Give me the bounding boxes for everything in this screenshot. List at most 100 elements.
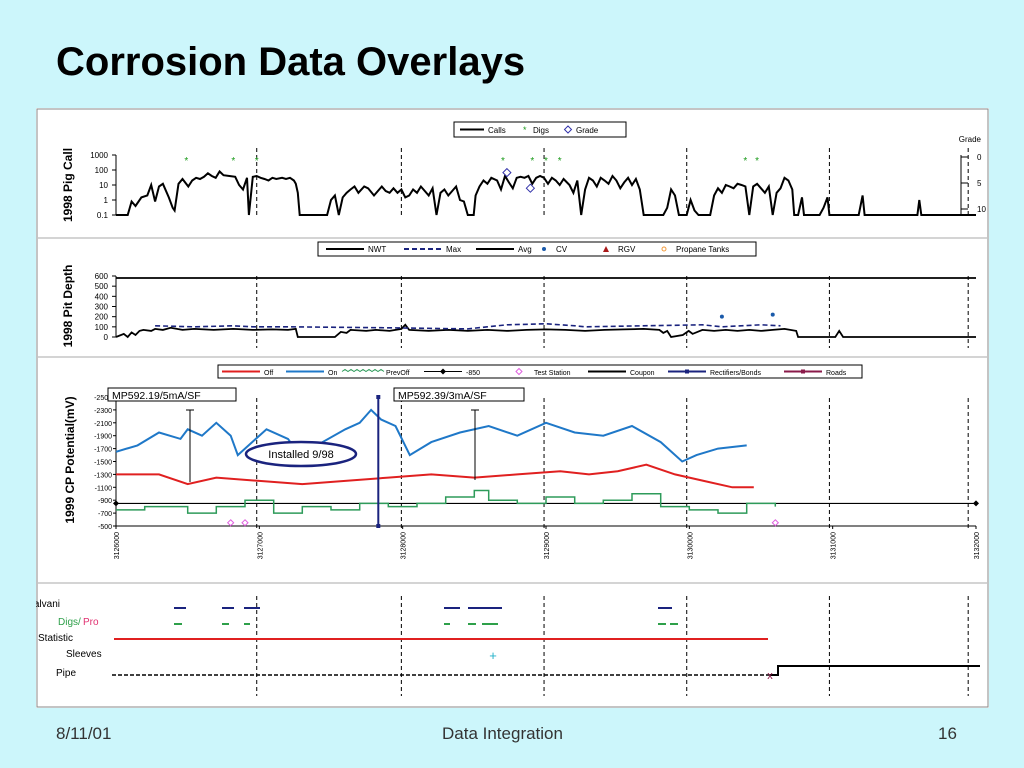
y-axis-label: 1998 Pig Call: [61, 148, 75, 222]
annotation-box: [107, 387, 237, 402]
footer-page-number: 16: [938, 724, 957, 743]
rectifier-marker: [376, 395, 381, 399]
annotation-mp59219: MP592.19/5mA/SF: [112, 390, 201, 402]
y-axis-label: 1999 CP Potential(mV): [63, 396, 77, 523]
series-prevoff-line: [116, 489, 777, 514]
pipe-change-marker: x: [767, 670, 773, 682]
footer-title: Data Integration: [442, 724, 563, 743]
slide-title: Corrosion Data Overlays: [56, 40, 526, 84]
legend-box: [217, 364, 863, 379]
legend-swatch: [515, 367, 523, 376]
annotation-installed: Installed 9/98: [268, 449, 333, 461]
legend-label-6: Rectifiers/Bonds: [710, 370, 761, 377]
legend-label-2: PrevOff: [386, 370, 410, 377]
y-axis-label: 1998 Pit Depth: [61, 265, 75, 348]
y-tick-label: -1100: [95, 485, 112, 492]
y-tick-label: 0: [104, 333, 109, 342]
cv-marker: [770, 312, 775, 317]
legend-swatch: [341, 368, 385, 373]
row-label-pipe: Pipe: [56, 668, 76, 679]
y-tick-label: -2500: [94, 395, 112, 402]
legend-label-2: Avg: [518, 245, 532, 254]
legend-swatch-digs: *: [523, 125, 527, 135]
sleeves-marker: +: [489, 648, 497, 663]
footer-date: 8/11/01: [56, 724, 112, 743]
series-on-line: [115, 408, 747, 463]
y-tick-label: -1300: [94, 472, 112, 479]
y-tick-label: -700: [98, 511, 112, 518]
minus850-marker: [113, 500, 119, 507]
legend-swatch: [440, 368, 446, 375]
digs-marker: *: [743, 156, 747, 167]
y-tick-label: -2300: [94, 408, 112, 415]
y-tick-label: 300: [95, 303, 109, 312]
right-axis-label: Grade: [959, 135, 982, 144]
legend-label-7: Roads: [826, 370, 847, 377]
legend-grade: Grade: [576, 126, 599, 135]
x-tick-label: 3130000: [687, 532, 694, 559]
panel-border: [36, 108, 989, 708]
minus850-marker: [973, 500, 979, 507]
x-tick-label: 3129000: [544, 532, 551, 559]
digs-marker: *: [755, 156, 759, 167]
x-tick-label: 3127000: [257, 532, 264, 559]
series-calls-line: [116, 169, 976, 216]
digs-marker: *: [501, 156, 505, 167]
digs-marker: *: [184, 156, 188, 167]
legend-label-4: RGV: [618, 245, 636, 254]
y-tick-label: 600: [95, 272, 109, 281]
legend-box: [317, 241, 757, 257]
legend-label-1: On: [328, 370, 337, 377]
legend-label-4: Test Station: [534, 370, 571, 377]
y-tick-label: 200: [95, 313, 109, 322]
y-tick-label: -1500: [94, 460, 112, 467]
right-tick-label: 0: [977, 153, 982, 162]
installed-callout: [244, 440, 358, 468]
y-tick-label: 1000: [90, 151, 108, 160]
x-tick-label: 3128000: [401, 532, 408, 559]
right-tick-label: 5: [977, 179, 982, 188]
y-tick-label: -900: [98, 498, 112, 505]
digs-marker: *: [231, 156, 235, 167]
y-tick-label: -2100: [94, 421, 112, 428]
legend: [453, 121, 627, 138]
y-tick-label: 100: [95, 323, 109, 332]
legend-box: [453, 121, 627, 138]
legend-label-1: Max: [446, 245, 461, 254]
x-tick-label: 3126000: [114, 532, 121, 559]
digs-marker: *: [530, 156, 534, 167]
row-label-pro: Pro: [83, 617, 99, 628]
legend-swatch: [542, 247, 546, 251]
y-tick-label: 100: [95, 166, 109, 175]
legend-label-5: Coupon: [630, 370, 655, 377]
series-avg-line: [115, 323, 976, 339]
legend: [317, 241, 757, 257]
test-station-marker: [226, 519, 235, 527]
legend-swatch: [603, 246, 609, 252]
legend-digs: Digs: [533, 126, 549, 135]
right-tick-label: 10: [977, 205, 986, 214]
row-label-galvani: Galvani: [36, 599, 60, 610]
legend-swatch: [801, 369, 805, 374]
grade-marker: [502, 167, 512, 178]
legend-label-5: Propane Tanks: [676, 245, 729, 254]
legend-label-3: CV: [556, 245, 568, 254]
legend: [217, 364, 863, 379]
test-station-marker: [771, 519, 780, 527]
legend-calls: Calls: [488, 126, 506, 135]
y-tick-label: 10: [99, 181, 108, 190]
legend-label-0: Off: [264, 370, 273, 377]
annotation-mp59239: MP592.39/3mA/SF: [398, 390, 487, 402]
legend-swatch: [685, 369, 689, 374]
digs-marker: *: [558, 156, 562, 167]
y-tick-label: -1700: [94, 447, 112, 454]
rectifier-marker: [376, 524, 381, 528]
cv-marker: [719, 314, 724, 319]
row-label-sleeves: Sleeves: [66, 649, 102, 660]
x-tick-label: 3132000: [974, 532, 981, 559]
y-tick-label: 1: [104, 196, 109, 205]
row-label-statistic: Statistic: [38, 633, 73, 644]
digs-marker: *: [255, 156, 259, 167]
annotation-box: [393, 387, 525, 402]
